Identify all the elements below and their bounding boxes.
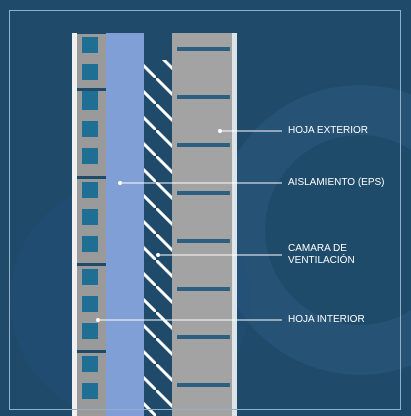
brick-hole xyxy=(82,94,98,110)
brick-hole xyxy=(82,37,98,53)
diagram-frame xyxy=(9,10,401,410)
exterior-mortar-joint xyxy=(177,335,230,339)
exterior-mortar-joint xyxy=(177,239,230,243)
brick-mortar-joint xyxy=(77,350,106,353)
exterior-mortar-joint xyxy=(177,287,230,291)
label-hoja-interior: HOJA INTERIOR xyxy=(288,314,365,325)
exterior-mortar-joint xyxy=(177,143,230,147)
brick-mortar-joint xyxy=(77,31,106,34)
leader-lines xyxy=(96,129,282,322)
label-aislamiento: AISLAMIENTO (EPS) xyxy=(288,177,385,188)
brick-hole xyxy=(82,356,98,372)
interior-brick-leaf xyxy=(72,31,106,416)
exterior-brick-leaf xyxy=(172,33,237,416)
brick-mortar-joint xyxy=(77,176,106,179)
exterior-mortar-joint xyxy=(177,191,230,195)
exterior-mortar-joint xyxy=(177,47,230,51)
brick-hole xyxy=(82,148,98,164)
brick-mortar-joint xyxy=(77,88,106,91)
brick-hole xyxy=(82,64,98,80)
brick-hole xyxy=(82,383,98,399)
brick-hole xyxy=(82,269,98,285)
exterior-mortar-joint xyxy=(177,383,230,387)
brick-mortar-joint xyxy=(77,263,106,266)
exterior-mortar-joint xyxy=(177,95,230,99)
brick-hole xyxy=(82,323,98,339)
brick-hole xyxy=(82,236,98,252)
brick-hole xyxy=(82,296,98,312)
brick-hole xyxy=(82,121,98,137)
ventilated-air-gap xyxy=(144,60,172,416)
label-hoja-exterior: HOJA EXTERIOR xyxy=(288,125,369,136)
label-camara-ventilacion: CAMARA DE VENTILACIÓN xyxy=(288,243,355,266)
brick-hole xyxy=(82,182,98,198)
insulation-layer xyxy=(106,33,144,416)
brick-hole xyxy=(82,209,98,225)
